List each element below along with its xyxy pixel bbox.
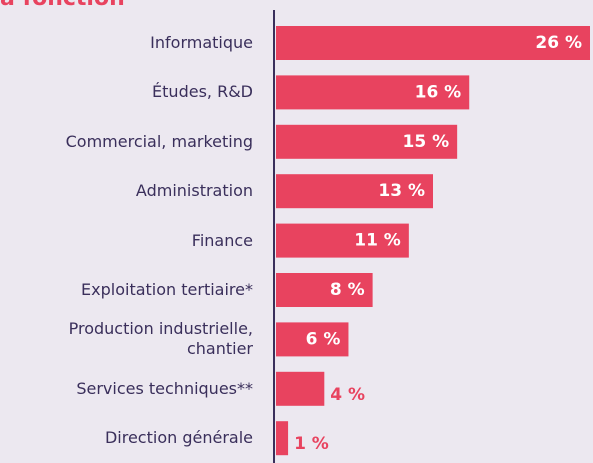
bar [276,322,349,357]
bar [276,371,325,406]
category-label: Production industrielle, chantier [68,319,253,359]
category-label: Études, R&D [152,82,253,102]
value-label: 8 % [330,280,365,300]
category-label: Exploitation tertiaire* [81,280,253,299]
category-label: Informatique [150,33,253,52]
value-label: 1 % [294,434,329,454]
value-label: 6 % [306,329,341,349]
value-label: 4 % [330,385,365,405]
category-label: Commercial, marketing [65,131,253,151]
category-label: Services techniques** [76,378,253,398]
bar [276,75,470,110]
bar [276,273,373,307]
bar [276,26,590,60]
category-label: Administration [135,181,253,201]
value-label: 16 % [415,82,462,102]
value-label: 11 % [354,231,401,251]
bar [276,174,433,209]
value-label: 15 % [403,132,450,152]
category-label: Finance [191,230,253,250]
bar [276,124,458,159]
value-label: 26 % [535,33,582,53]
category-label: Direction générale [104,428,253,448]
chart-title: a fonction [0,0,125,11]
bar [276,223,409,258]
value-label: 13 % [378,181,425,201]
bar [276,421,289,456]
